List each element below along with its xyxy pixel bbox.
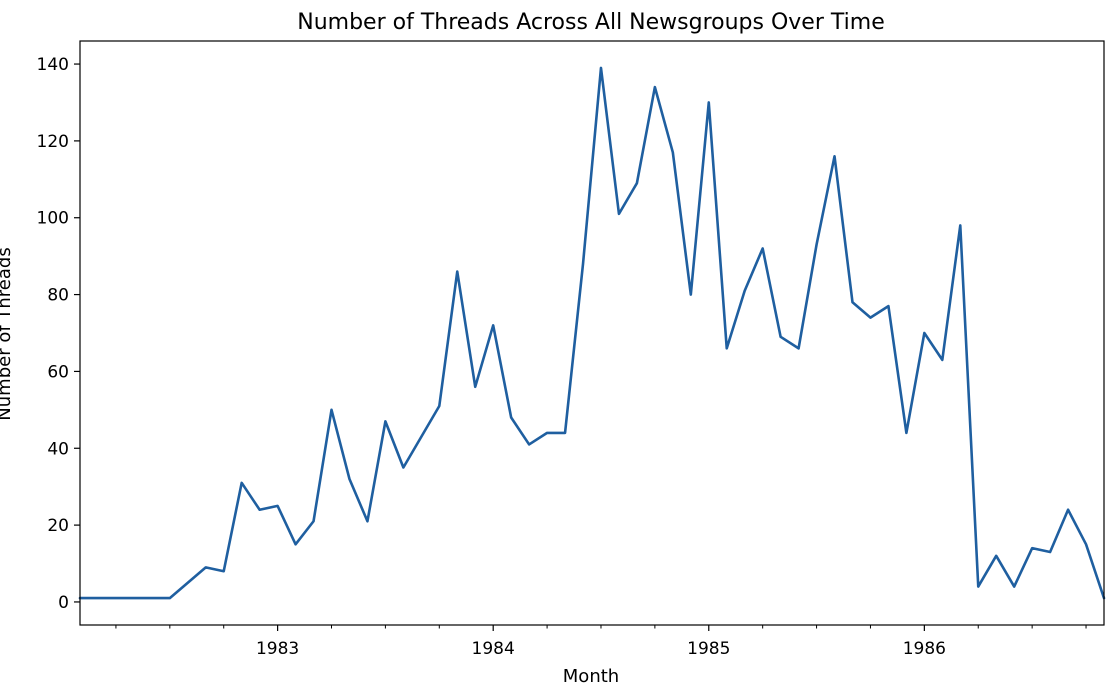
y-tick-label: 40 <box>47 439 69 459</box>
y-tick-label: 120 <box>37 132 69 152</box>
x-tick-label: 1984 <box>472 639 515 659</box>
x-tick-label: 1985 <box>687 639 730 659</box>
x-axis-label: Month <box>563 666 619 687</box>
series-line-0 <box>78 66 1106 600</box>
x-tick-label: 1986 <box>903 639 946 659</box>
x-axis-ticks: 1983 1984 1985 1986 <box>256 625 946 659</box>
y-tick-label: 20 <box>47 516 69 536</box>
y-tick-label: 0 <box>58 593 69 613</box>
y-axis-ticks: 0 20 40 60 80 100 120 140 <box>37 55 80 613</box>
y-tick-label: 140 <box>37 55 69 75</box>
series-layer <box>78 66 1106 600</box>
plot-frame <box>79 40 1105 626</box>
chart-title: Number of Threads Across All Newsgroups … <box>297 10 884 35</box>
y-tick-label: 80 <box>47 286 69 306</box>
y-tick-label: 60 <box>47 362 69 382</box>
y-tick-label: 100 <box>37 209 69 229</box>
y-axis-label: Number of Threads <box>0 247 15 420</box>
x-tick-label: 1983 <box>256 639 299 659</box>
